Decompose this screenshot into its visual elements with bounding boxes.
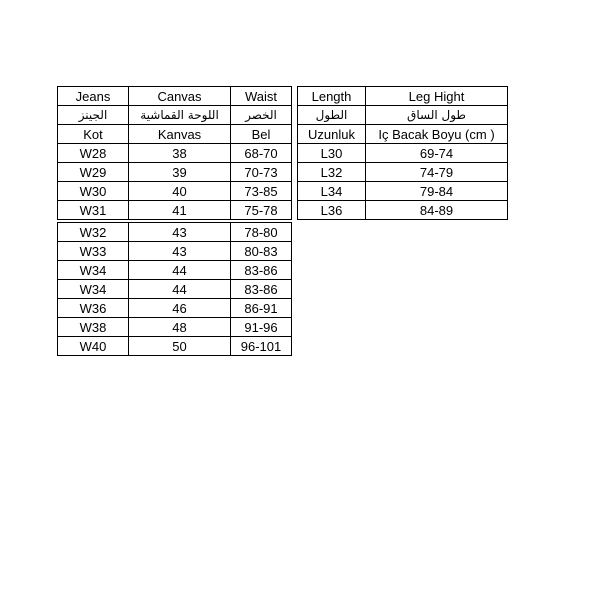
cell-length-size: L36 [297,200,366,220]
cell-jeans-size: W36 [57,298,129,318]
header-canvas: Canvas [128,86,231,106]
header-jeans-turkish: Kot [57,124,129,144]
header-length: Length [297,86,366,106]
header-jeans: Jeans [57,86,129,106]
table-row: L30 69-74 [297,143,508,163]
header-waist-turkish: Bel [230,124,292,144]
size-table-length: Length Leg Hight الطول طول الساق Uzunluk… [297,86,508,220]
cell-jeans-size: W29 [57,162,129,182]
table-row: W28 38 68-70 [57,143,292,163]
header-row-arabic: الجينز اللوحة القماشية الخصر [57,105,292,125]
header-length-arabic: الطول [297,105,366,125]
table-row: W32 43 78-80 [57,222,292,242]
cell-canvas-size: 44 [128,260,231,280]
cell-waist-range: 70-73 [230,162,292,182]
cell-length-size: L30 [297,143,366,163]
header-leg-hight-arabic: طول الساق [365,105,508,125]
cell-waist-range: 86-91 [230,298,292,318]
cell-leg-hight-range: 79-84 [365,181,508,201]
size-table-jeans-upper: Jeans Canvas Waist الجينز اللوحة القماشي… [57,86,292,220]
cell-waist-range: 68-70 [230,143,292,163]
table-row: W33 43 80-83 [57,241,292,261]
cell-waist-range: 75-78 [230,200,292,220]
table-row: W31 41 75-78 [57,200,292,220]
table-row: W40 50 96-101 [57,336,292,356]
cell-leg-hight-range: 84-89 [365,200,508,220]
header-length-turkish: Uzunluk [297,124,366,144]
table-row: L34 79-84 [297,181,508,201]
header-waist: Waist [230,86,292,106]
cell-leg-hight-range: 69-74 [365,143,508,163]
cell-jeans-size: W28 [57,143,129,163]
cell-jeans-size: W32 [57,222,129,242]
cell-waist-range: 83-86 [230,279,292,299]
header-leg-hight: Leg Hight [365,86,508,106]
table-row: W36 46 86-91 [57,298,292,318]
table-row: W29 39 70-73 [57,162,292,182]
size-table-jeans-lower: W32 43 78-80 W33 43 80-83 W34 44 83-86 W… [57,222,292,356]
header-leg-hight-turkish: Iç Bacak Boyu (cm ) [365,124,508,144]
table-row: L36 84-89 [297,200,508,220]
cell-jeans-size: W30 [57,181,129,201]
header-row-english: Length Leg Hight [297,86,508,106]
header-canvas-arabic: اللوحة القماشية [128,105,231,125]
cell-canvas-size: 41 [128,200,231,220]
cell-canvas-size: 43 [128,222,231,242]
cell-canvas-size: 44 [128,279,231,299]
header-jeans-arabic: الجينز [57,105,129,125]
header-row-turkish: Uzunluk Iç Bacak Boyu (cm ) [297,124,508,144]
header-waist-arabic: الخصر [230,105,292,125]
table-row: W34 44 83-86 [57,260,292,280]
header-row-turkish: Kot Kanvas Bel [57,124,292,144]
cell-canvas-size: 46 [128,298,231,318]
table-row: W30 40 73-85 [57,181,292,201]
cell-canvas-size: 39 [128,162,231,182]
table-row: W38 48 91-96 [57,317,292,337]
cell-waist-range: 78-80 [230,222,292,242]
cell-canvas-size: 38 [128,143,231,163]
cell-waist-range: 96-101 [230,336,292,356]
table-row: W34 44 83-86 [57,279,292,299]
cell-jeans-size: W34 [57,279,129,299]
cell-waist-range: 91-96 [230,317,292,337]
header-canvas-turkish: Kanvas [128,124,231,144]
table-row: L32 74-79 [297,162,508,182]
header-row-arabic: الطول طول الساق [297,105,508,125]
cell-jeans-size: W34 [57,260,129,280]
cell-leg-hight-range: 74-79 [365,162,508,182]
cell-length-size: L34 [297,181,366,201]
cell-jeans-size: W31 [57,200,129,220]
cell-canvas-size: 50 [128,336,231,356]
cell-length-size: L32 [297,162,366,182]
header-row-english: Jeans Canvas Waist [57,86,292,106]
cell-waist-range: 80-83 [230,241,292,261]
cell-waist-range: 83-86 [230,260,292,280]
cell-jeans-size: W38 [57,317,129,337]
cell-jeans-size: W40 [57,336,129,356]
cell-jeans-size: W33 [57,241,129,261]
cell-canvas-size: 40 [128,181,231,201]
cell-waist-range: 73-85 [230,181,292,201]
cell-canvas-size: 43 [128,241,231,261]
cell-canvas-size: 48 [128,317,231,337]
